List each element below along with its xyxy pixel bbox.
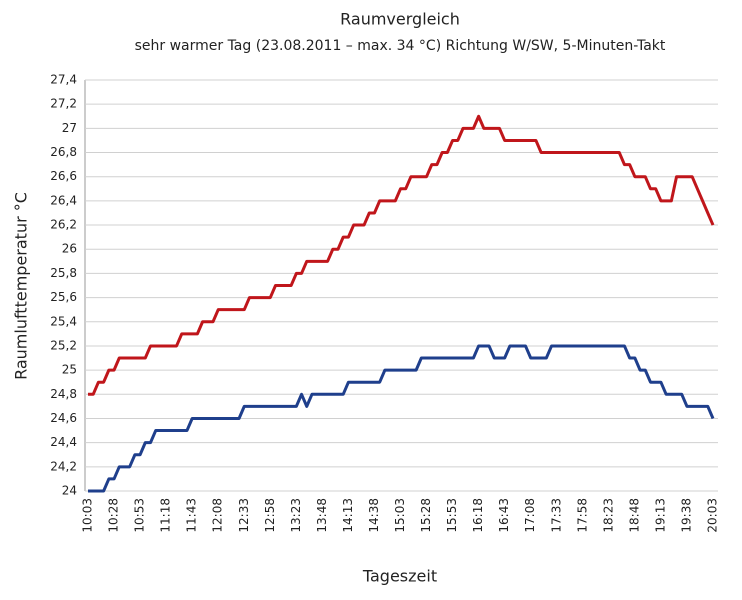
x-tick-label: 20:03 (706, 498, 720, 533)
x-tick-label: 12:58 (263, 498, 277, 533)
x-tick-label: 19:13 (653, 498, 667, 533)
x-tick-label: 11:43 (185, 498, 199, 533)
y-tick-label: 26 (62, 242, 77, 256)
y-axis-label: Raumlufttemperatur °C (12, 192, 31, 380)
x-tick-label: 18:48 (627, 498, 641, 533)
y-tick-label: 25,8 (50, 266, 77, 280)
y-tick-label: 27 (62, 121, 77, 135)
y-tick-label: 25,4 (50, 314, 77, 328)
x-tick-label: 14:13 (341, 498, 355, 533)
y-tick-label: 25,2 (50, 338, 77, 352)
x-tick-label: 17:33 (549, 498, 563, 533)
x-tick-label: 18:23 (601, 498, 615, 533)
x-axis-label: Tageszeit (362, 567, 437, 586)
chart-title: Raumvergleich (340, 10, 460, 29)
y-tick-label: 26,4 (50, 193, 77, 207)
y-tick-label: 27,4 (50, 73, 77, 87)
y-tick-label: 24,8 (50, 387, 77, 401)
x-tick-label: 12:33 (237, 498, 251, 533)
x-tick-label: 15:53 (445, 498, 459, 533)
x-tick-label: 15:28 (419, 498, 433, 533)
y-tick-label: 24,4 (50, 435, 77, 449)
y-tick-label: 24,2 (50, 459, 77, 473)
x-tick-label: 11:18 (159, 498, 173, 533)
x-tick-label: 16:18 (471, 498, 485, 533)
x-tick-label: 17:08 (523, 498, 537, 533)
y-tick-label: 25 (62, 363, 77, 377)
y-tick-label: 26,6 (50, 169, 77, 183)
x-tick-label: 12:08 (211, 498, 225, 533)
x-tick-label: 10:03 (81, 498, 95, 533)
chart-subtitle: sehr warmer Tag (23.08.2011 – max. 34 °C… (135, 38, 666, 54)
series-line (88, 114, 715, 396)
x-tick-label: 10:53 (133, 498, 147, 533)
x-tick-label: 14:38 (367, 498, 381, 533)
y-tick-label: 26,8 (50, 145, 77, 159)
x-tick-label: 15:03 (393, 498, 407, 533)
x-tick-label: 13:23 (289, 498, 303, 533)
x-tick-label: 13:48 (315, 498, 329, 533)
y-tick-label: 25,6 (50, 290, 77, 304)
x-tick-label: 10:28 (107, 498, 121, 533)
y-tick-label: 24,6 (50, 411, 77, 425)
series-line (88, 344, 715, 493)
x-tick-label: 16:43 (497, 498, 511, 533)
y-tick-label: 27,2 (50, 97, 77, 111)
x-tick-label: 19:38 (679, 498, 693, 533)
y-tick-label: 24 (62, 484, 77, 498)
y-tick-label: 26,2 (50, 218, 77, 232)
x-tick-label: 17:58 (575, 498, 589, 533)
